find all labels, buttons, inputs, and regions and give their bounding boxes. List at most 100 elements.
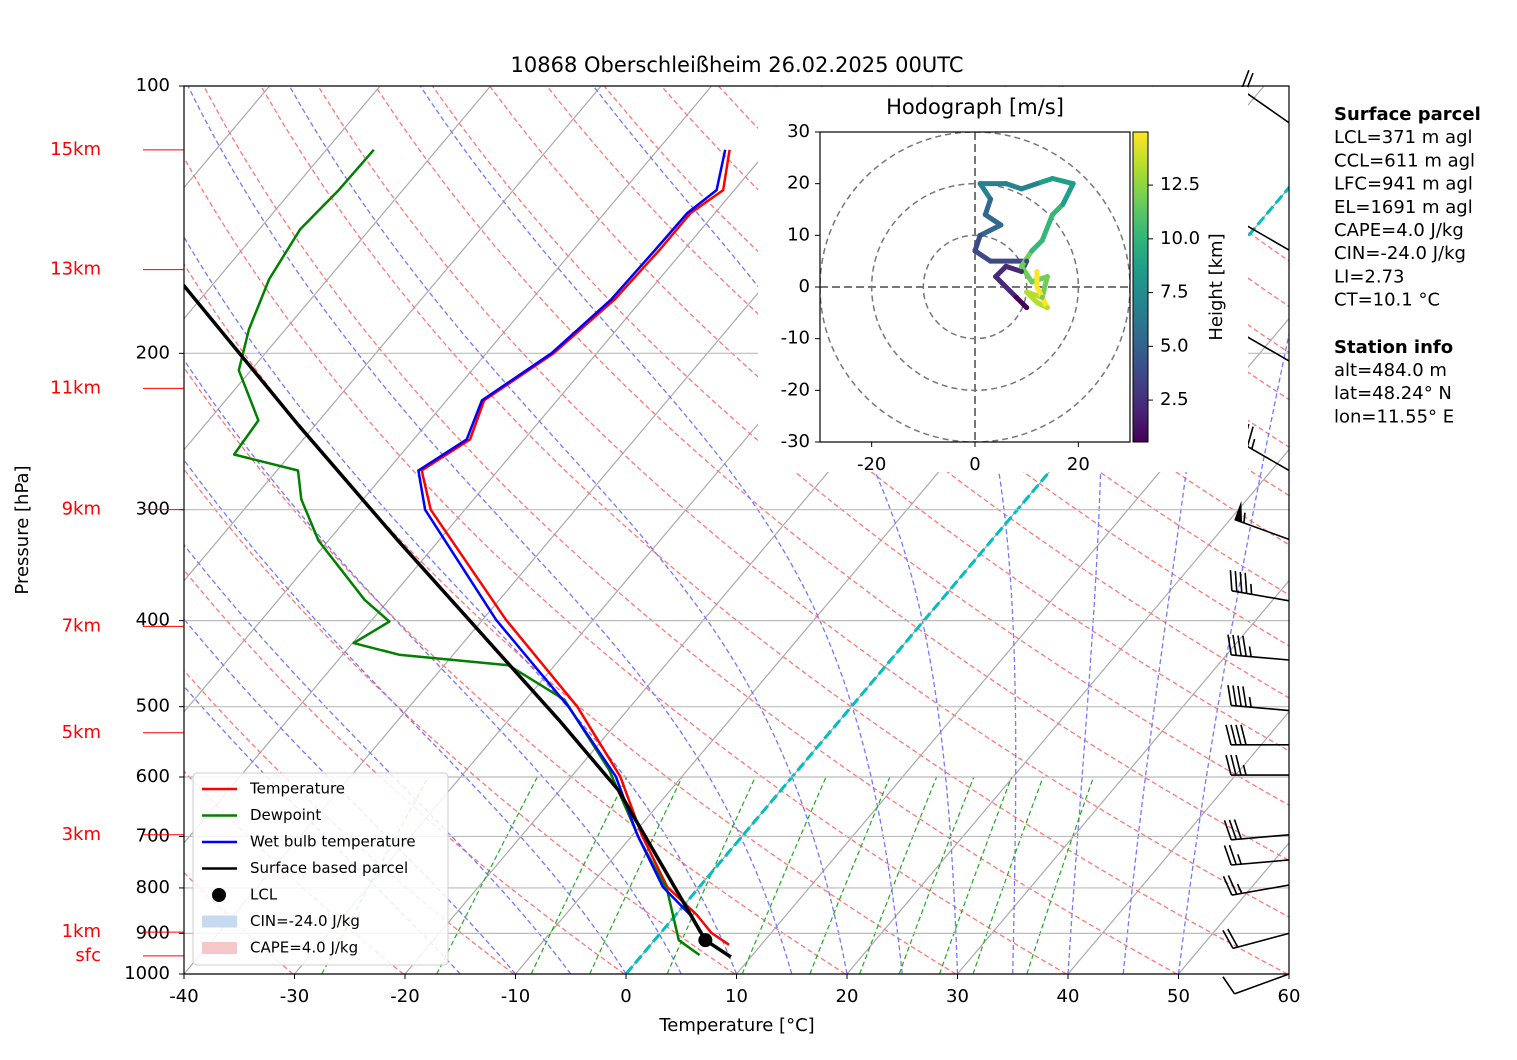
barb-staff [1223, 844, 1290, 866]
height-label: 7km [62, 615, 101, 636]
dry-adiabat [431, 86, 1289, 806]
barb-staff [1227, 684, 1290, 712]
hodograph-point [998, 222, 1004, 228]
freezing-isotherm [624, 185, 1289, 974]
legend-marker [212, 888, 226, 902]
x-tick-label: 40 [1057, 986, 1080, 1007]
moist-adiabat [187, 86, 793, 974]
y-tick-label: 800 [136, 877, 170, 898]
x-tick-label: 0 [969, 454, 980, 475]
hodograph-point [982, 212, 988, 218]
x-tick-label: 10 [725, 986, 748, 1007]
isotherm [184, 86, 492, 451]
colorbar-tick-label: 2.5 [1160, 389, 1189, 410]
height-label: sfc [75, 945, 101, 966]
profile-line [417, 149, 727, 946]
hodograph-point [1050, 212, 1055, 218]
mixing-ratio-line [741, 776, 827, 974]
height-label: 1km [62, 921, 101, 942]
x-tick-label: -10 [501, 986, 530, 1007]
moist-adiabat [419, 86, 903, 974]
y-tick-label: -20 [781, 379, 810, 400]
barb-staff [1225, 724, 1289, 746]
wind-barb [1225, 724, 1289, 746]
barb-staff [1222, 928, 1290, 950]
height-label: 5km [62, 722, 101, 743]
x-tick-label: 0 [620, 986, 631, 1007]
hodograph-point [1019, 263, 1024, 269]
x-tick-label: 60 [1278, 986, 1301, 1007]
legend-box [192, 772, 449, 966]
info-line: alt=484.0 m [1334, 360, 1447, 381]
wind-barb [1225, 754, 1289, 776]
y-tick-label: 10 [787, 224, 810, 245]
height-label: 11km [50, 377, 101, 398]
y-axis-label: Pressure [hPa] [12, 465, 33, 594]
height-label: 13km [50, 259, 101, 280]
moist-adiabat [184, 458, 627, 974]
mixing-ratio-line [589, 776, 683, 974]
x-tick-label: -20 [857, 454, 886, 475]
hodograph-background [758, 87, 1248, 472]
y-tick-label: 400 [136, 610, 170, 631]
dry-adiabat [184, 366, 846, 974]
hodograph-segment [1003, 263, 1024, 274]
hodograph-point [1024, 305, 1030, 311]
wind-barb [1223, 819, 1290, 841]
legend-label: Temperature [249, 780, 345, 798]
wind-barb [1234, 500, 1290, 541]
hodograph-segment [982, 212, 1004, 228]
isotherm [1067, 710, 1289, 974]
hodograph-point [988, 258, 993, 264]
hodograph-point [1013, 294, 1019, 300]
wind-barb [1240, 69, 1290, 124]
barb-staff [1222, 973, 1290, 995]
moist-adiabat [1177, 330, 1289, 974]
hodograph-segment [1019, 181, 1040, 192]
info-line: LFC=941 m agl [1334, 174, 1473, 195]
x-tick-label: 20 [836, 986, 859, 1007]
hodograph-point [1003, 263, 1009, 269]
hodograph-point [993, 274, 999, 280]
hodograph-point [972, 248, 978, 254]
legend: Temperature Dewpoint Wet bulb temperature S… [192, 772, 449, 966]
mixing-ratio-line [938, 776, 1013, 974]
hodograph-point [1050, 176, 1055, 181]
wind-barb [1222, 875, 1290, 896]
info-line: CIN=-24.0 J/kg [1334, 243, 1466, 264]
hodograph-point [1060, 201, 1066, 207]
height-label: 9km [62, 499, 101, 520]
mixing-ratio-line [436, 776, 538, 974]
hodograph-point [988, 196, 993, 202]
mixing-ratio-line [1026, 776, 1095, 974]
legend-label: CAPE=4.0 J/kg [250, 939, 358, 957]
isotherm [736, 317, 1289, 974]
info-line: LCL=371 m agl [1334, 127, 1473, 148]
barb-pennant [1234, 500, 1243, 523]
y-tick-label: -30 [781, 431, 810, 452]
info-line: LI=2.73 [1334, 266, 1405, 287]
colorbar-tick-label: 12.5 [1160, 174, 1200, 195]
y-tick-label: 100 [136, 75, 170, 96]
y-tick-label: -10 [781, 328, 810, 349]
barb-staff [1234, 512, 1290, 541]
info-line: lon=11.55° E [1334, 406, 1454, 427]
barb-staff [1240, 69, 1290, 124]
moist-adiabat [184, 685, 461, 974]
wind-barb [1222, 928, 1290, 950]
info-line: CAPE=4.0 J/kg [1334, 220, 1464, 241]
hodograph-point [1039, 238, 1045, 243]
info-heading: Station info [1334, 337, 1453, 358]
plot-frame [183, 85, 1290, 975]
dry-adiabat [184, 569, 625, 974]
info-line: EL=1691 m agl [1334, 197, 1473, 218]
hodograph-segment [972, 248, 993, 264]
hodograph-segment [1019, 263, 1035, 285]
legend-label: LCL [250, 886, 278, 904]
isotherm [184, 86, 381, 320]
legend-label: Surface based parcel [250, 859, 408, 877]
chart-title: 10868 Oberschleißheim 26.02.2025 00UTC [511, 53, 964, 77]
y-tick-label: 600 [136, 766, 170, 787]
hodograph-point [1044, 305, 1050, 311]
